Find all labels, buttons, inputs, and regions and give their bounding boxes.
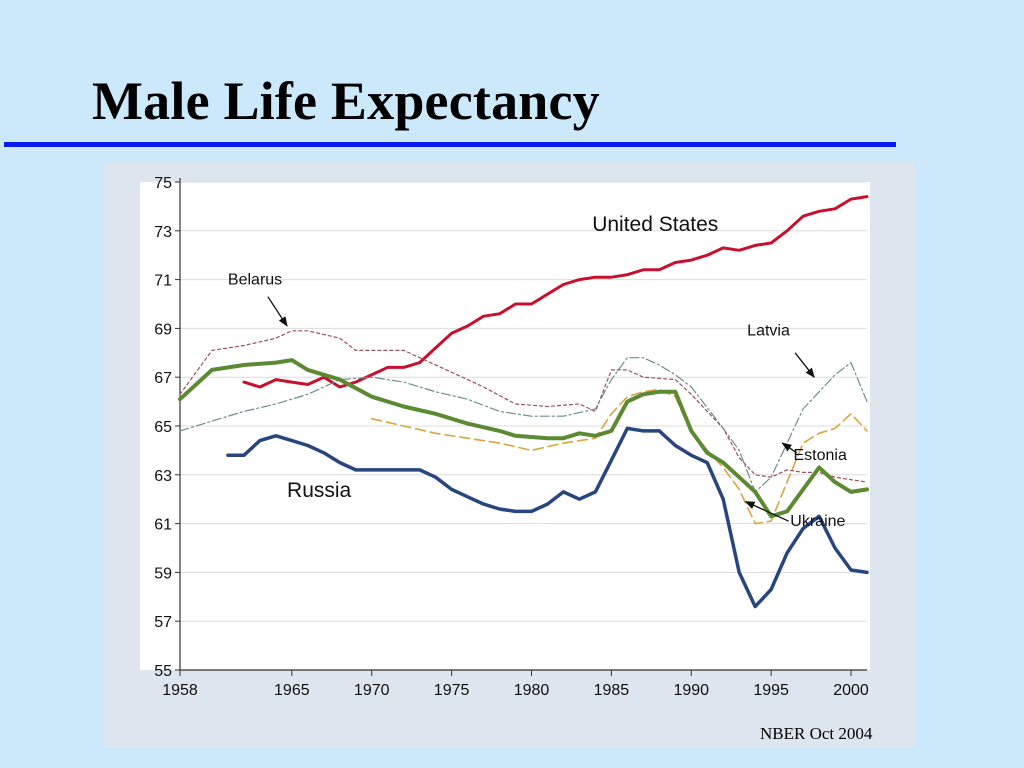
annotation-arrow-3	[781, 442, 798, 454]
series-line-russia	[226, 426, 869, 609]
y-tick-label-69: 69	[154, 321, 172, 338]
series-labels: United States Belarus Latvia Estonia Ukraine…	[228, 213, 847, 530]
series-label-united-states: United States	[592, 213, 718, 236]
x-tick-label-1965: 1965	[274, 682, 310, 699]
series	[178, 195, 869, 609]
life-expectancy-chart: 55 57 59 61 63 65 67 69 71 73 75 1958 1965 1970 1975 19…	[140, 175, 870, 699]
axes: 55 57 59 61 63 65 67 69 71 73 75 1958 1965 1970 1975 19…	[154, 175, 869, 699]
series-label-ukraine: Ukraine	[790, 513, 845, 530]
annotation-arrow-4	[744, 501, 789, 522]
y-tick-label-65: 65	[154, 419, 172, 436]
y-tick-label-73: 73	[154, 224, 172, 241]
y-tick-label-59: 59	[154, 565, 172, 582]
y-tick-label-71: 71	[154, 273, 172, 290]
series-label-latvia: Latvia	[747, 323, 790, 340]
x-tick-label-1980: 1980	[514, 682, 550, 699]
x-tick-label-1995: 1995	[753, 682, 789, 699]
y-tick-label-63: 63	[154, 468, 172, 485]
series-line-belarus	[179, 330, 868, 483]
chart-panel: 55 57 59 61 63 65 67 69 71 73 75 1958 1965 1970 1975 19…	[103, 162, 915, 748]
y-tick-label-75: 75	[154, 175, 172, 192]
y-tick-label-67: 67	[154, 370, 172, 387]
series-line-latvia	[179, 357, 868, 493]
x-tick-label-1990: 1990	[673, 682, 709, 699]
annotation-arrow-1	[267, 296, 288, 327]
y-tick-label-61: 61	[154, 517, 172, 534]
x-tick-label-1970: 1970	[354, 682, 390, 699]
title-rule	[4, 142, 896, 147]
annotation-arrow-2	[794, 352, 815, 378]
slide-title: Male Life Expectancy	[92, 71, 600, 131]
y-tick-label-57: 57	[154, 614, 172, 631]
x-tick-label-1975: 1975	[434, 682, 470, 699]
x-tick-label-2000: 2000	[833, 682, 869, 699]
series-label-russia: Russia	[287, 479, 352, 502]
grid	[140, 181, 870, 671]
y-tick-label-55: 55	[154, 663, 172, 680]
series-label-estonia: Estonia	[794, 447, 847, 464]
series-label-belarus: Belarus	[228, 271, 282, 288]
x-tick-label-1958: 1958	[162, 682, 198, 699]
footer-credit: NBER Oct 2004	[760, 724, 873, 743]
series-line-ukraine	[178, 358, 869, 519]
x-tick-label-1985: 1985	[594, 682, 630, 699]
